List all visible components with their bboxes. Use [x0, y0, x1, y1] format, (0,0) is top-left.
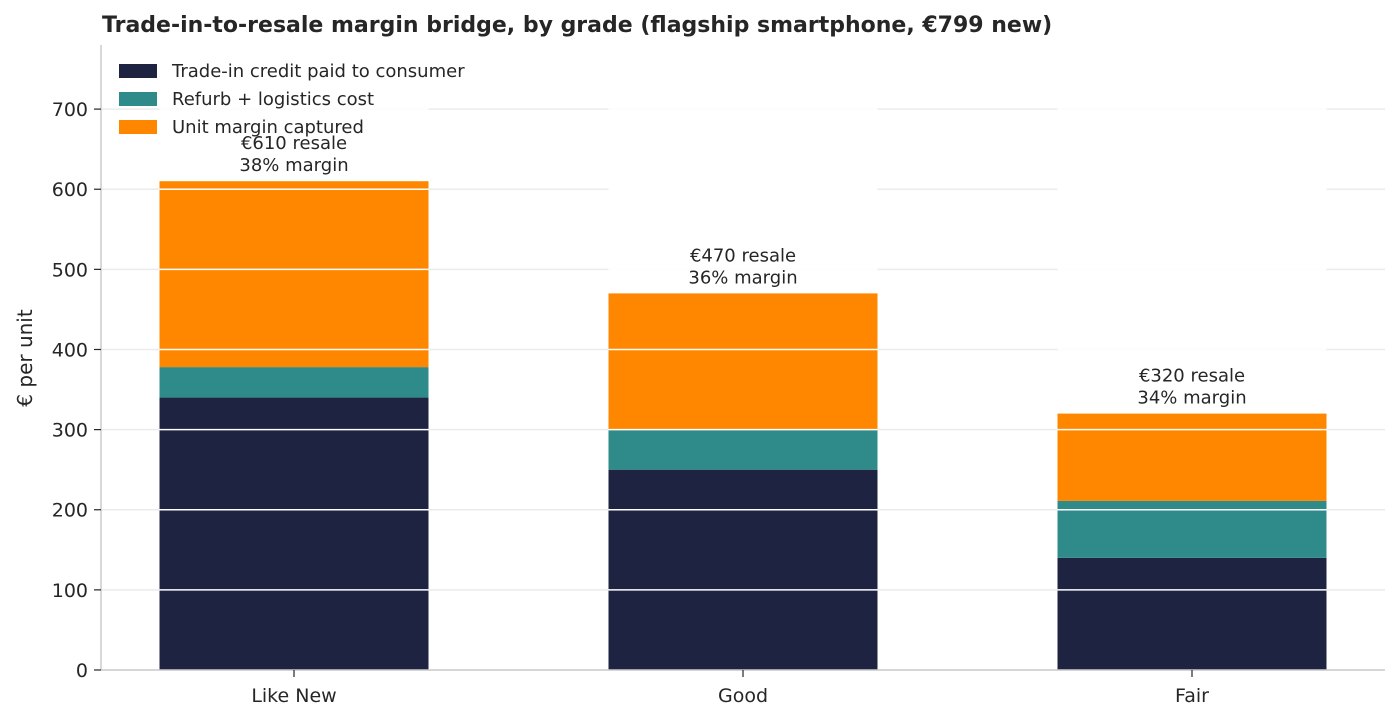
bar-refurb-good [608, 429, 878, 470]
margin-annotation: 34% margin [1137, 388, 1246, 409]
x-tick-label: Fair [1175, 685, 1209, 707]
bar-tradein-good [608, 469, 878, 670]
overlay-grid-layer [159, 108, 1327, 591]
bar-margin-like-new [159, 181, 429, 368]
legend-swatch [119, 92, 157, 106]
resale-annotation: €610 resale [241, 133, 347, 154]
legend-label: Unit margin captured [172, 117, 364, 138]
y-tick-label: 0 [76, 660, 88, 682]
legend: Trade-in credit paid to consumer Refurb +… [119, 61, 465, 138]
y-tick-label: 200 [52, 500, 88, 522]
margin-annotation: 36% margin [688, 267, 797, 288]
legend-label: Refurb + logistics cost [172, 89, 374, 110]
resale-annotation: €470 resale [690, 245, 796, 266]
legend-swatch [119, 120, 157, 134]
x-tick-label: Good [718, 685, 768, 707]
bar-tradein-like-new [159, 397, 429, 670]
y-tick-label: 600 [52, 179, 88, 201]
y-axis-label: € per unit [13, 309, 37, 407]
y-tick-label: 500 [52, 259, 88, 281]
bars-layer [159, 181, 1327, 670]
y-tick-label: 300 [52, 420, 88, 442]
y-tick-label: 700 [52, 99, 88, 121]
bar-tradein-fair [1057, 557, 1327, 670]
legend-label: Trade-in credit paid to consumer [171, 61, 465, 82]
bar-refurb-like-new [159, 367, 429, 398]
margin-annotation: 38% margin [239, 155, 348, 176]
x-tick-label: Like New [251, 685, 336, 707]
y-tick-label: 100 [52, 580, 88, 602]
chart-title: Trade-in-to-resale margin bridge, by gra… [102, 13, 1052, 38]
bar-margin-fair [1057, 413, 1327, 501]
resale-annotation: €320 resale [1139, 366, 1245, 387]
axes-layer: 0 100 200 300 400 500 600 700 Like New Good Fair [52, 45, 1385, 707]
y-tick-label: 400 [52, 339, 88, 361]
bar-margin-good [608, 293, 878, 430]
legend-swatch [119, 64, 157, 78]
